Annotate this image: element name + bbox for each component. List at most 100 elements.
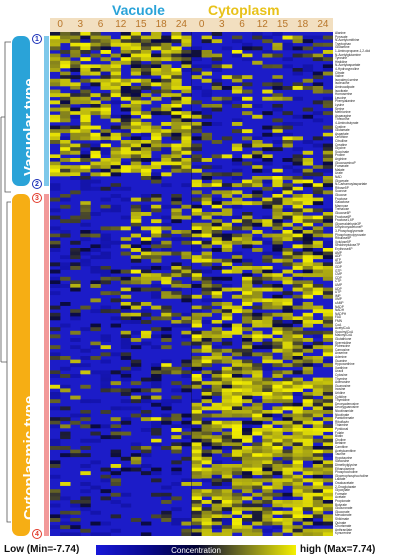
heatmap-cell xyxy=(211,352,223,357)
heatmap-cell xyxy=(211,420,223,425)
heatmap-cell xyxy=(302,269,314,274)
heatmap-cell xyxy=(161,248,172,252)
heatmap-cell xyxy=(120,320,132,324)
heatmap-cell xyxy=(171,230,182,234)
heatmap-cell xyxy=(140,194,152,198)
heatmap-cell xyxy=(80,42,91,47)
heatmap-cell xyxy=(272,510,283,515)
heatmap-cell xyxy=(110,39,122,44)
heatmap-cell xyxy=(130,32,142,36)
heatmap-cell xyxy=(80,100,91,105)
heatmap-cell xyxy=(120,237,132,242)
row-label: Creatine xyxy=(335,142,348,147)
heatmap-cell xyxy=(242,363,253,368)
heatmap-cell xyxy=(70,219,81,224)
heatmap-cell xyxy=(312,208,324,213)
row-label: Valine xyxy=(335,74,344,79)
heatmap-cell xyxy=(201,431,213,436)
heatmap-cell xyxy=(70,176,81,180)
heatmap-cell xyxy=(151,420,162,425)
heatmap-cell xyxy=(292,273,303,278)
heatmap-cell xyxy=(211,496,223,501)
heatmap-cell xyxy=(151,57,162,62)
heatmap-cell xyxy=(161,240,172,245)
heatmap-cell xyxy=(140,53,152,58)
heatmap-cell xyxy=(201,212,213,216)
heatmap-cell xyxy=(242,456,253,461)
heatmap-cell xyxy=(161,291,172,296)
heatmap-cell xyxy=(231,39,243,44)
heatmap-cell xyxy=(171,237,182,242)
heatmap-cell xyxy=(201,132,213,137)
heatmap-cell xyxy=(282,525,293,530)
heatmap-cell xyxy=(282,449,293,454)
row-label: Asparagine xyxy=(335,113,352,118)
heatmap-cell xyxy=(100,233,111,238)
heatmap-cell xyxy=(312,86,324,90)
heatmap-cell xyxy=(90,521,101,526)
heatmap-cell xyxy=(272,104,283,108)
heatmap-cell xyxy=(262,489,273,494)
heatmap-cell xyxy=(322,507,333,512)
heatmap-cell xyxy=(161,68,172,72)
heatmap-cell xyxy=(231,431,243,436)
heatmap-cell xyxy=(120,370,132,375)
heatmap-cell xyxy=(322,71,333,76)
heatmap-cell xyxy=(191,449,202,454)
heatmap-cell xyxy=(302,471,314,476)
heatmap-cell xyxy=(171,100,182,105)
heatmap-cell xyxy=(70,248,81,252)
heatmap-cell xyxy=(242,57,253,62)
heatmap-cell xyxy=(282,212,293,216)
heatmap-cell xyxy=(140,309,152,314)
heatmap-cell xyxy=(221,287,233,292)
heatmap-cell xyxy=(282,370,293,375)
heatmap-cell xyxy=(242,302,253,306)
heatmap-cell xyxy=(50,140,61,144)
heatmap-cell xyxy=(242,194,253,198)
heatmap-cell xyxy=(282,402,293,407)
heatmap-cell xyxy=(171,212,182,216)
heatmap-cell xyxy=(292,446,303,450)
heatmap-cell xyxy=(181,32,192,36)
heatmap-cell xyxy=(221,392,233,396)
heatmap-cell xyxy=(272,323,283,328)
row-label: Sarcosine xyxy=(335,459,350,464)
heatmap-cell xyxy=(242,143,253,148)
heatmap-cell xyxy=(120,276,132,281)
heatmap-cell xyxy=(140,266,152,270)
row-label: Xanthine xyxy=(335,365,348,370)
heatmap-cell xyxy=(201,111,213,116)
heatmap-cell xyxy=(60,197,71,202)
heatmap-cell xyxy=(130,258,142,263)
heatmap-cell xyxy=(181,532,192,536)
heatmap-cell xyxy=(322,168,333,173)
heatmap-cell xyxy=(211,183,223,188)
heatmap-cell xyxy=(292,244,303,249)
heatmap-cell xyxy=(282,438,293,443)
heatmap-cell xyxy=(151,467,162,472)
heatmap-cell xyxy=(120,107,132,112)
heatmap-cell xyxy=(100,168,111,173)
heatmap-cell xyxy=(171,35,182,40)
row-label: Glucuronate xyxy=(335,506,353,511)
heatmap-cell xyxy=(191,464,202,468)
heatmap-cell xyxy=(201,532,213,536)
heatmap-cell xyxy=(211,287,223,292)
heatmap-cell xyxy=(252,485,263,490)
heatmap-cell xyxy=(151,230,162,234)
heatmap-cell xyxy=(302,251,314,256)
heatmap-cell xyxy=(130,129,142,134)
heatmap-cell xyxy=(130,338,142,342)
heatmap-cell xyxy=(312,500,324,504)
heatmap-cell xyxy=(272,384,283,389)
heatmap-cell xyxy=(181,86,192,90)
cytoplasmic-type-label: Cytoplasmic type xyxy=(21,395,38,520)
heatmap-cell xyxy=(322,150,333,155)
heatmap-cell xyxy=(221,86,233,90)
heatmap-cell xyxy=(80,251,91,256)
heatmap-cell xyxy=(50,248,61,252)
heatmap-cell xyxy=(282,356,293,360)
heatmap-cell xyxy=(100,147,111,152)
heatmap-cell xyxy=(90,71,101,76)
